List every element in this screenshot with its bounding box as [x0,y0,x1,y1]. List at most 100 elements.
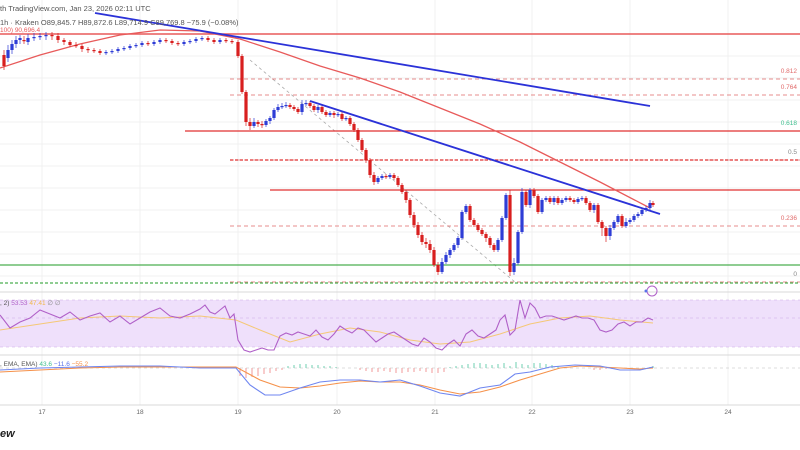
candle-body [158,40,162,42]
rsi-band [0,300,800,347]
candle-body [312,106,316,110]
x-tick-label: 24 [724,409,732,416]
x-tick-label: 20 [333,409,341,416]
rsi-ma-line [0,315,654,345]
fib-label: 0.812 [780,68,797,75]
candle-body [592,205,596,210]
candle-body [292,107,296,109]
candle-body [224,40,228,42]
candle-body [152,42,156,44]
candle-body [360,140,364,150]
candle-body [176,43,180,45]
candle-body [512,263,516,272]
replay-dot-icon [644,289,648,293]
candle-body [248,122,252,126]
rsi-value: 53.53 [11,300,28,307]
ema100-line [0,29,651,209]
candle-body [86,49,90,51]
candle-body [412,215,416,225]
candle-body [324,112,328,115]
ema-legend: 100) 90,696.4 [0,27,40,34]
candle-body [588,203,592,210]
candle-body [372,175,376,182]
candle-body [444,255,448,262]
candle-body [80,46,84,49]
tradingview-brand: ew [0,428,15,440]
candle-body [296,109,300,112]
candle-body [648,203,652,208]
candle-body [504,195,508,218]
candle-body [336,114,340,116]
candle-body [352,124,356,130]
fib-diagonal [249,59,516,283]
chart-source-line: th TradingView.com, Jan 23, 2026 02:11 U… [0,4,151,13]
candle-body [22,40,26,42]
candle-body [408,200,412,215]
candle-body [556,198,560,203]
candle-body [640,210,644,214]
candle-body [428,244,432,250]
candle-body [128,46,132,48]
rsi-extra-2: ∅ [54,300,61,307]
candle-body [624,222,628,226]
candle-body [200,38,204,40]
candle-body [240,56,244,92]
candle-body [460,212,464,238]
candle-body [264,121,268,125]
candle-body [500,218,504,240]
candle-body [568,198,572,200]
candle-body [436,265,440,272]
candle-body [320,107,324,112]
candle-body [516,232,520,263]
candle-body [62,40,66,42]
candle-body [98,51,102,53]
x-tick-label: 21 [431,409,439,416]
macd-signal-value: −55.2 [71,361,89,368]
candle-body [14,40,18,44]
candle-body [384,176,388,178]
upper-bearish-trendline [94,12,651,107]
candle-body [544,198,548,200]
candle-body [468,206,472,220]
candle-body [182,42,186,44]
candle-body [252,122,256,126]
candle-body [32,37,36,39]
candle-body [308,103,312,106]
candle-body [404,192,408,200]
candle-body [464,206,468,212]
candle-body [432,250,436,265]
candle-body [424,242,428,244]
candle-body [244,92,248,122]
candle-body [528,190,532,205]
candle-body [300,104,304,112]
candle-body [2,55,6,66]
candle-body [92,50,96,52]
candle-body [612,222,616,228]
candle-body [18,38,22,40]
candle-body [572,200,576,202]
candle-body [584,198,588,203]
candle-body [6,50,10,58]
candle-body [256,122,260,124]
candle-body [268,118,272,121]
candle-body [304,103,308,105]
candle-body [368,160,372,175]
candle-body [564,198,568,200]
candle-body [116,49,120,51]
candle-body [194,39,198,41]
candle-body [348,118,352,124]
candle-body [170,41,174,43]
x-tick-label: 22 [528,409,536,416]
candle-body [340,114,344,119]
candle-body [396,178,400,185]
candle-body [628,220,632,222]
rsi-extra-1: ∅ [47,300,54,307]
candle-body [632,216,636,220]
candle-body [188,41,192,43]
candle-body [524,192,528,205]
candle-body [122,48,126,50]
candle-body [532,190,536,196]
candle-body [328,113,332,115]
candle-body [74,45,78,47]
